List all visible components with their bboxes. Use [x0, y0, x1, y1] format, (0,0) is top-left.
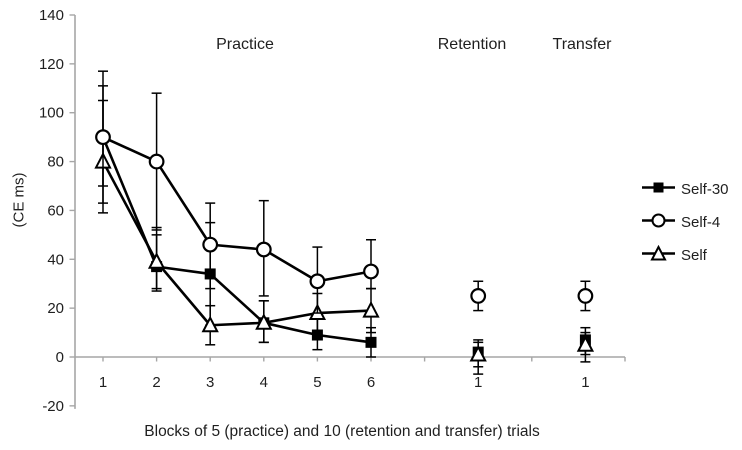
x-tick-label: 4	[260, 374, 268, 391]
data-point-circle	[95, 129, 111, 146]
section-label-transfer: Transfer	[552, 36, 612, 53]
legend-marker-triangle-icon	[641, 244, 677, 267]
y-tick-label: 120	[39, 56, 64, 73]
data-point-circle	[577, 288, 594, 304]
data-point-triangle	[255, 313, 273, 330]
legend: Self-30 Self-4 Self	[641, 181, 729, 264]
x-tick-label: 6	[367, 374, 375, 391]
data-point-triangle	[147, 252, 166, 269]
data-point-square	[365, 336, 377, 348]
data-point-triangle	[576, 335, 595, 352]
series-line-self	[101, 160, 372, 327]
legend-marker-glyph	[642, 244, 675, 260]
legend-label: Self	[681, 247, 707, 264]
x-tick-label: 1	[581, 374, 589, 391]
series-line-self-4	[102, 135, 372, 283]
legend-item-self-30: Self-30	[641, 181, 729, 198]
y-tick-label: 100	[39, 105, 64, 122]
data-point-circle	[148, 153, 165, 170]
section-label-retention: Retention	[437, 36, 507, 53]
legend-item-self-4: Self-4	[641, 212, 729, 234]
y-tick-label: 20	[47, 300, 64, 317]
section-label-practice: Practice	[216, 36, 274, 53]
legend-marker-square-icon	[641, 179, 677, 201]
x-tick-label: 5	[313, 374, 321, 391]
data-point-square	[311, 329, 323, 341]
x-tick-label: 2	[152, 374, 160, 391]
data-point-circle	[202, 236, 219, 253]
y-axis-label: (CE ms)	[10, 172, 28, 228]
data-point-triangle	[362, 300, 380, 318]
legend-marker-glyph	[642, 182, 675, 192]
data-point-triangle	[469, 344, 487, 362]
data-point-circle	[255, 241, 272, 258]
x-tick-label: 3	[206, 374, 214, 391]
data-point-circle	[363, 263, 379, 280]
y-tick-label: 0	[56, 349, 64, 366]
y-tick-label: 80	[47, 154, 64, 171]
data-point-circle	[470, 288, 487, 304]
x-tick-label: 1	[99, 374, 107, 391]
legend-item-self: Self	[641, 244, 729, 267]
x-tick-label: 1	[474, 374, 482, 391]
legend-marker-glyph	[642, 213, 675, 227]
data-point-circle	[309, 273, 326, 290]
y-tick-label: 60	[47, 202, 64, 219]
x-axis-title: Blocks of 5 (practice) and 10 (retention…	[144, 423, 540, 440]
y-tick-label: 40	[47, 251, 64, 268]
legend-label: Self-4	[681, 214, 721, 231]
legend-label: Self-30	[681, 181, 729, 198]
y-tick-label: 140	[39, 7, 64, 24]
data-point-triangle	[201, 315, 219, 333]
legend-marker-circle-icon	[641, 212, 677, 234]
y-tick-label: -20	[42, 398, 64, 415]
